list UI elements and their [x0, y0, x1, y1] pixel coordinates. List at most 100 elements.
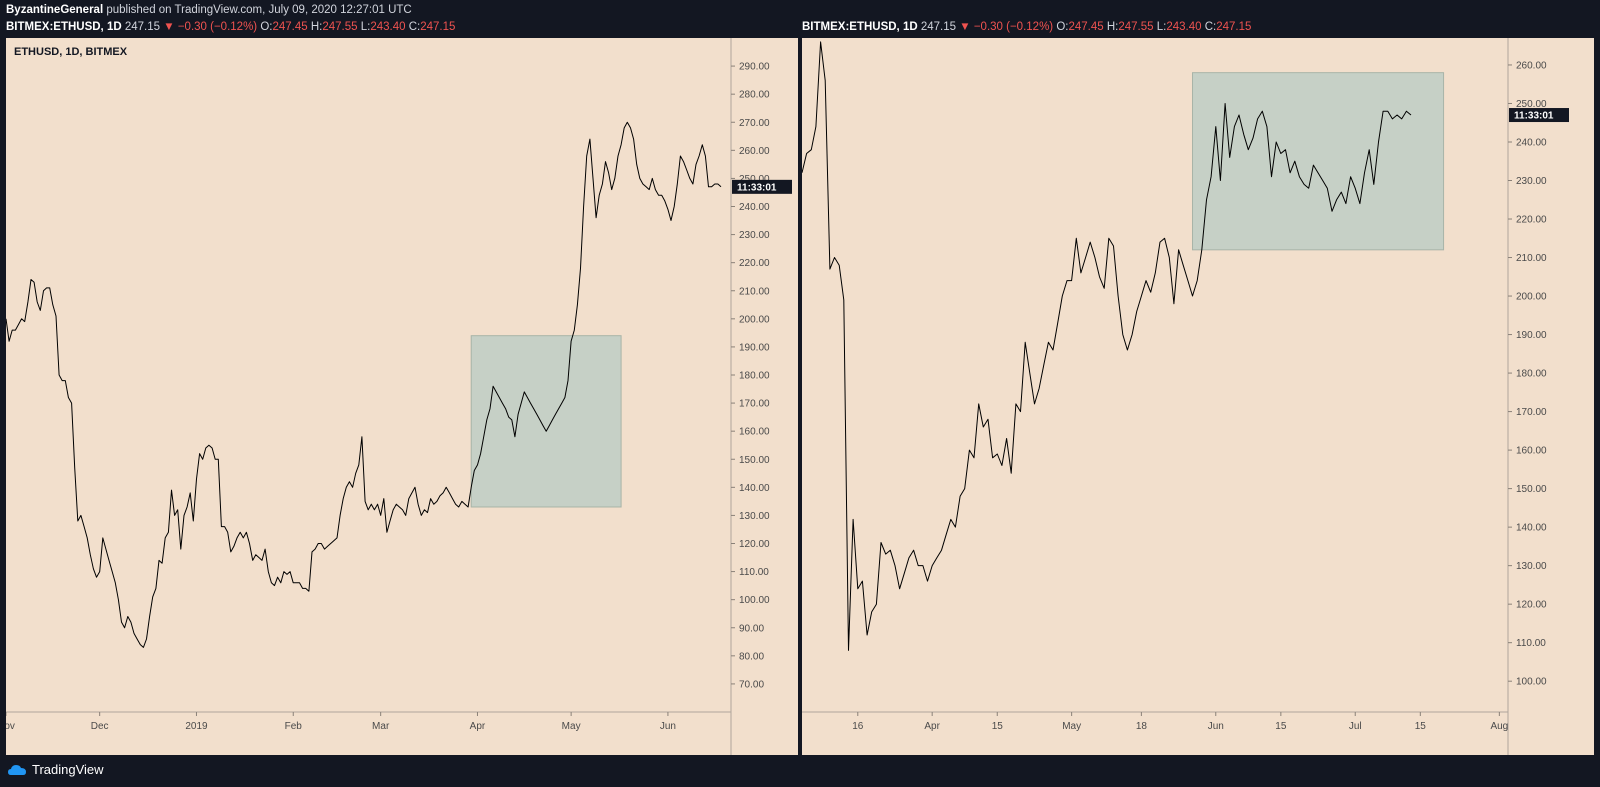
- x-tick-label: Apr: [924, 721, 940, 732]
- y-tick-label: 210.00: [739, 286, 770, 297]
- y-tick-label: 230.00: [739, 230, 770, 241]
- symbol-legend-right: BITMEX:ETHUSD, 1D 247.15 ▼ −0.30 (−0.12%…: [802, 19, 1251, 36]
- down-triangle-icon: ▼: [163, 21, 175, 33]
- time-tag: [732, 179, 792, 194]
- time-tag-label: 11:33:01: [737, 182, 777, 193]
- y-tick-label: 260.00: [739, 146, 770, 157]
- price-change: −0.30 (−0.12%): [177, 21, 258, 33]
- close-label: C:: [1204, 21, 1217, 33]
- low-label: L:: [1156, 21, 1167, 33]
- y-tick-label: 160.00: [1516, 446, 1547, 457]
- y-tick-label: 130.00: [739, 511, 770, 522]
- y-tick-label: 140.00: [739, 483, 770, 494]
- chart-svg-left[interactable]: 70.00 80.00 90.00 100.00 110.00 120.00 130.00 1…: [6, 38, 798, 755]
- x-tick-label: 15: [1275, 721, 1287, 732]
- high-label: H:: [310, 21, 323, 33]
- symbol-legend-left: BITMEX:ETHUSD, 1D 247.15 ▼ −0.30 (−0.12%…: [6, 19, 455, 36]
- y-tick-label: 220.00: [1516, 215, 1547, 226]
- tradingview-cloud-icon: [8, 764, 26, 775]
- low-value: 243.40: [1166, 21, 1202, 33]
- y-tick-label: 190.00: [739, 342, 770, 353]
- chart-panel-right[interactable]: 100.00 110.00 120.00 130.00 140.00 150.00 160.…: [802, 38, 1594, 755]
- last-price: 247.15: [920, 21, 957, 33]
- y-tick-label: 280.00: [739, 90, 770, 101]
- y-tick-label: 210.00: [1516, 253, 1547, 264]
- y-tick-label: 290.00: [739, 62, 770, 73]
- open-value: 247.45: [1068, 21, 1104, 33]
- y-tick-label: 180.00: [739, 371, 770, 382]
- y-tick-label: 240.00: [1516, 137, 1547, 148]
- low-label: L:: [360, 21, 371, 33]
- x-tick-label: Aug: [1490, 721, 1508, 732]
- y-tick-label: 80.00: [739, 651, 764, 662]
- y-tick-label: 120.00: [739, 539, 770, 550]
- publish-info: published on TradingView.com, July 09, 2…: [103, 4, 412, 16]
- y-tick-label: 200.00: [1516, 292, 1547, 303]
- x-tick-label: 18: [1136, 721, 1148, 732]
- x-tick-label: Mar: [372, 721, 390, 732]
- y-tick-label: 140.00: [1516, 523, 1547, 534]
- last-price: 247.15: [124, 21, 161, 33]
- chart-title: ETHUSD, 1D, BITMEX: [14, 46, 128, 58]
- low-value: 243.40: [370, 21, 406, 33]
- close-value: 247.15: [1216, 21, 1252, 33]
- y-tick-label: 170.00: [739, 399, 770, 410]
- chart-panel-left[interactable]: 70.00 80.00 90.00 100.00 110.00 120.00 130.00 1…: [6, 38, 798, 755]
- y-tick-label: 120.00: [1516, 600, 1547, 611]
- author-name[interactable]: ByzantineGeneral: [6, 4, 104, 16]
- time-tag: [1509, 108, 1569, 123]
- down-triangle-icon: ▼: [959, 21, 971, 33]
- y-tick-label: 150.00: [739, 455, 770, 466]
- y-tick-label: 240.00: [739, 202, 770, 213]
- y-tick-label: 250.00: [739, 174, 770, 185]
- y-tick-label: 160.00: [739, 427, 770, 438]
- price-change: −0.30 (−0.12%): [973, 21, 1054, 33]
- y-tick-label: 270.00: [739, 118, 770, 129]
- high-value: 247.55: [1118, 21, 1154, 33]
- symbol-name: BITMEX:ETHUSD, 1D: [802, 21, 918, 33]
- tradingview-brand: TradingView: [32, 762, 104, 777]
- x-tick-label: 15: [1415, 721, 1427, 732]
- x-tick-label: 15: [992, 721, 1004, 732]
- y-tick-label: 170.00: [1516, 407, 1547, 418]
- range-highlight-box[interactable]: [1192, 72, 1445, 251]
- high-value: 247.55: [322, 21, 358, 33]
- high-label: H:: [1106, 21, 1119, 33]
- range-highlight-box[interactable]: [470, 335, 622, 508]
- close-label: C:: [408, 21, 421, 33]
- open-label: O:: [260, 21, 273, 33]
- price-series-line[interactable]: [6, 121, 722, 648]
- y-tick-label: 110.00: [739, 567, 769, 578]
- x-tick-label: May: [1062, 721, 1081, 732]
- chart-svg-right[interactable]: 100.00 110.00 120.00 130.00 140.00 150.00 160.…: [802, 38, 1594, 755]
- y-tick-label: 250.00: [1516, 99, 1547, 110]
- price-series-line[interactable]: [802, 41, 1412, 651]
- x-tick-label: 16: [852, 721, 864, 732]
- symbol-name: BITMEX:ETHUSD, 1D: [6, 21, 122, 33]
- x-tick-label: Nov: [6, 721, 15, 732]
- close-value: 247.15: [420, 21, 456, 33]
- x-tick-label: Feb: [285, 721, 303, 732]
- y-tick-label: 190.00: [1516, 330, 1547, 341]
- y-tick-label: 70.00: [739, 679, 764, 690]
- publish-header: ByzantineGeneral published on TradingVie…: [6, 2, 455, 36]
- y-tick-label: 180.00: [1516, 369, 1547, 380]
- x-tick-label: Jul: [1349, 721, 1362, 732]
- y-tick-label: 130.00: [1516, 561, 1547, 572]
- open-label: O:: [1056, 21, 1069, 33]
- x-tick-label: Dec: [91, 721, 109, 732]
- time-tag-label: 11:33:01: [1514, 111, 1554, 122]
- x-tick-label: Jun: [660, 721, 676, 732]
- x-tick-label: Jun: [1208, 721, 1224, 732]
- y-tick-label: 90.00: [739, 623, 764, 634]
- y-tick-label: 260.00: [1516, 60, 1547, 71]
- x-tick-label: May: [562, 721, 581, 732]
- open-value: 247.45: [272, 21, 308, 33]
- y-tick-label: 200.00: [739, 314, 770, 325]
- y-tick-label: 110.00: [1516, 638, 1546, 649]
- x-tick-label: 2019: [185, 721, 208, 732]
- tradingview-logo[interactable]: TradingView: [8, 762, 104, 777]
- y-tick-label: 220.00: [739, 258, 770, 269]
- y-tick-label: 230.00: [1516, 176, 1547, 187]
- y-tick-label: 100.00: [1516, 677, 1547, 688]
